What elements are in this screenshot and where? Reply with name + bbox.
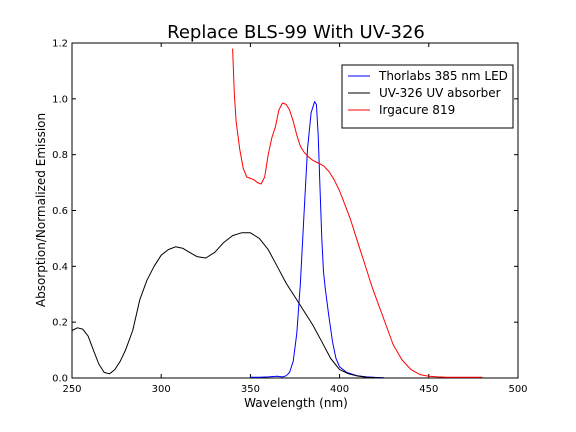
x-tick-label: 250 xyxy=(62,384,81,395)
x-tick-label: 450 xyxy=(419,384,438,395)
y-tick-label: 0.6 xyxy=(52,206,68,217)
y-axis: 0.0 0.2 0.4 0.6 0.8 1.0 1.2 xyxy=(52,39,518,385)
series-line-1 xyxy=(250,101,385,379)
legend-entry-2: UV-326 UV absorber xyxy=(379,86,501,100)
legend: Thorlabs 385 nm LED UV-326 UV absorber Irg… xyxy=(341,64,514,129)
series-line-2 xyxy=(71,232,385,379)
x-axis: 250 300 350 400 450 500 xyxy=(62,43,528,395)
x-tick-label: 400 xyxy=(330,384,349,395)
chart-title: Replace BLS-99 With UV-326 xyxy=(167,22,425,43)
y-tick-label: 0.0 xyxy=(52,374,68,385)
legend-entry-3: Irgacure 819 xyxy=(379,103,455,117)
legend-box xyxy=(341,64,514,129)
y-tick-label: 1.2 xyxy=(52,39,68,50)
y-tick-label: 0.8 xyxy=(52,150,68,161)
y-tick-label: 0.2 xyxy=(52,318,68,329)
x-tick-label: 300 xyxy=(152,384,171,395)
series-group xyxy=(71,48,483,379)
y-axis-label: Absorption/Normalized Emission xyxy=(34,113,48,307)
x-tick-label: 350 xyxy=(241,384,260,395)
y-tick-label: 1.0 xyxy=(52,94,68,105)
x-axis-label: Wavelength (nm) xyxy=(244,396,348,410)
x-tick-label: 500 xyxy=(508,384,527,395)
legend-entry-1: Thorlabs 385 nm LED xyxy=(378,69,508,83)
y-tick-label: 0.4 xyxy=(52,262,68,273)
series-line-3 xyxy=(232,48,483,378)
